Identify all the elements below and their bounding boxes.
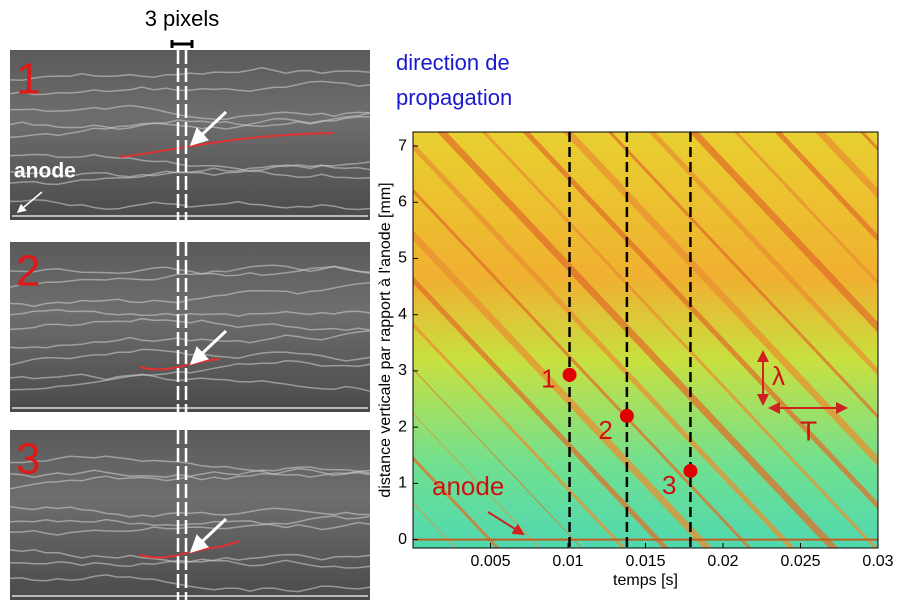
panel-arrow: [189, 329, 228, 366]
heatmap-stripe: [413, 322, 626, 548]
y-axis-label: distance verticale par rapport à l'anode…: [377, 182, 394, 497]
panel-texture: [9, 317, 371, 332]
panels: 1 2 3 anode: [9, 50, 371, 600]
y-tick-label: 6: [398, 193, 407, 210]
panel-texture: [9, 558, 371, 569]
panel-texture: [9, 153, 371, 180]
width-marker: [170, 40, 194, 48]
panel-texture: [9, 66, 371, 82]
panel-texture: [9, 308, 371, 317]
panel-texture: [9, 112, 371, 139]
panel-texture: [9, 505, 370, 518]
panel-texture: [9, 116, 371, 131]
panel-label: 3: [16, 435, 40, 484]
panel-texture: [9, 455, 371, 477]
y-tick-label: 2: [398, 418, 407, 435]
panel-texture: [9, 198, 371, 211]
front-point-label: 3: [662, 470, 676, 500]
period-label: T: [800, 415, 817, 446]
heatmap-stripe: [413, 142, 796, 548]
heatmap-stripe: [413, 188, 752, 548]
front-point: [683, 463, 698, 478]
front-point: [619, 408, 634, 423]
panel-texture: [9, 515, 371, 536]
heatmap-stripe: [413, 368, 583, 548]
panel-texture: [9, 80, 371, 96]
panel-pixel-column: [176, 242, 188, 412]
heatmap-stripe: [522, 132, 878, 510]
x-tick-label: 0.03: [862, 553, 893, 570]
y-tick-label: 7: [398, 137, 407, 154]
panel-pixel-column: [176, 50, 188, 220]
chart: 0.005 0.01 0.015 0.02 0.025 0.03 0 1 2 3 4 5 6 7 temps…: [377, 112, 900, 589]
x-tick-label: 0.015: [625, 553, 665, 570]
panel-texture: [9, 265, 371, 277]
x-tick-label: 0.02: [707, 553, 738, 570]
front-point-label: 2: [598, 415, 612, 445]
panel-front-curve: [119, 132, 335, 158]
front-point: [562, 367, 577, 382]
y-tick-label: 5: [398, 250, 407, 267]
panel-texture: [9, 360, 371, 391]
panel-texture: [9, 518, 371, 531]
x-axis-label: temps [s]: [613, 572, 678, 589]
heatmap-stripe: [607, 132, 878, 419]
front-point-label: 1: [541, 364, 555, 394]
panel-texture: [10, 104, 371, 121]
y-tick-label: 4: [398, 306, 407, 323]
panel-pixel-column: [176, 430, 188, 600]
anode-annotation: anode: [432, 471, 504, 501]
heatmap-stripe: [413, 455, 500, 548]
heatmap-stripe: [733, 132, 878, 286]
heatmap-stripe: [774, 132, 878, 243]
x-tick-label: 0.005: [470, 553, 510, 570]
direction-line: propagation: [396, 85, 512, 110]
panel-front-curve: [139, 540, 241, 559]
panel-texture: [9, 161, 371, 186]
panel-label: 2: [16, 247, 40, 296]
heatmap-stripe: [689, 132, 878, 333]
direction-line: direction de: [396, 50, 510, 75]
panel-texture: [9, 472, 371, 490]
heatmap-stripe: [648, 132, 878, 376]
panel-anode-arrow: [16, 191, 43, 213]
wavelength-label: λ: [772, 361, 785, 391]
x-tick-label: 0.01: [552, 553, 583, 570]
heatmap-stripe: [413, 276, 670, 548]
heatmap-stripe: [413, 412, 541, 548]
heatmap-stripe: [885, 112, 900, 558]
y-tick-label: 3: [398, 362, 407, 379]
y-tick-label: 0: [398, 531, 407, 548]
panel-texture: [9, 264, 371, 288]
heatmap-stripe: [563, 132, 878, 467]
panel-anode-label: anode: [14, 160, 76, 183]
heatmap-stripes: [413, 112, 900, 558]
panel-texture: [9, 330, 371, 349]
heatmap-stripe: [437, 132, 839, 548]
panel-texture: [9, 373, 371, 392]
panel-label: 1: [16, 55, 40, 104]
x-tick-label: 0.025: [780, 553, 820, 570]
anode-annotation-arrow: [487, 511, 525, 536]
y-tick-label: 1: [398, 475, 407, 492]
panel-texture: [9, 574, 371, 593]
panel-texture: [9, 281, 371, 308]
panel-arrow: [189, 517, 228, 554]
panel-front-curve: [139, 358, 221, 371]
width-label: 3 pixels: [145, 6, 220, 31]
heatmap-stripe: [815, 132, 878, 199]
panel-arrow: [189, 110, 228, 147]
heatmap-stripe: [413, 230, 713, 548]
panel-image: [10, 430, 370, 600]
heatmap-stripe: [481, 132, 878, 548]
